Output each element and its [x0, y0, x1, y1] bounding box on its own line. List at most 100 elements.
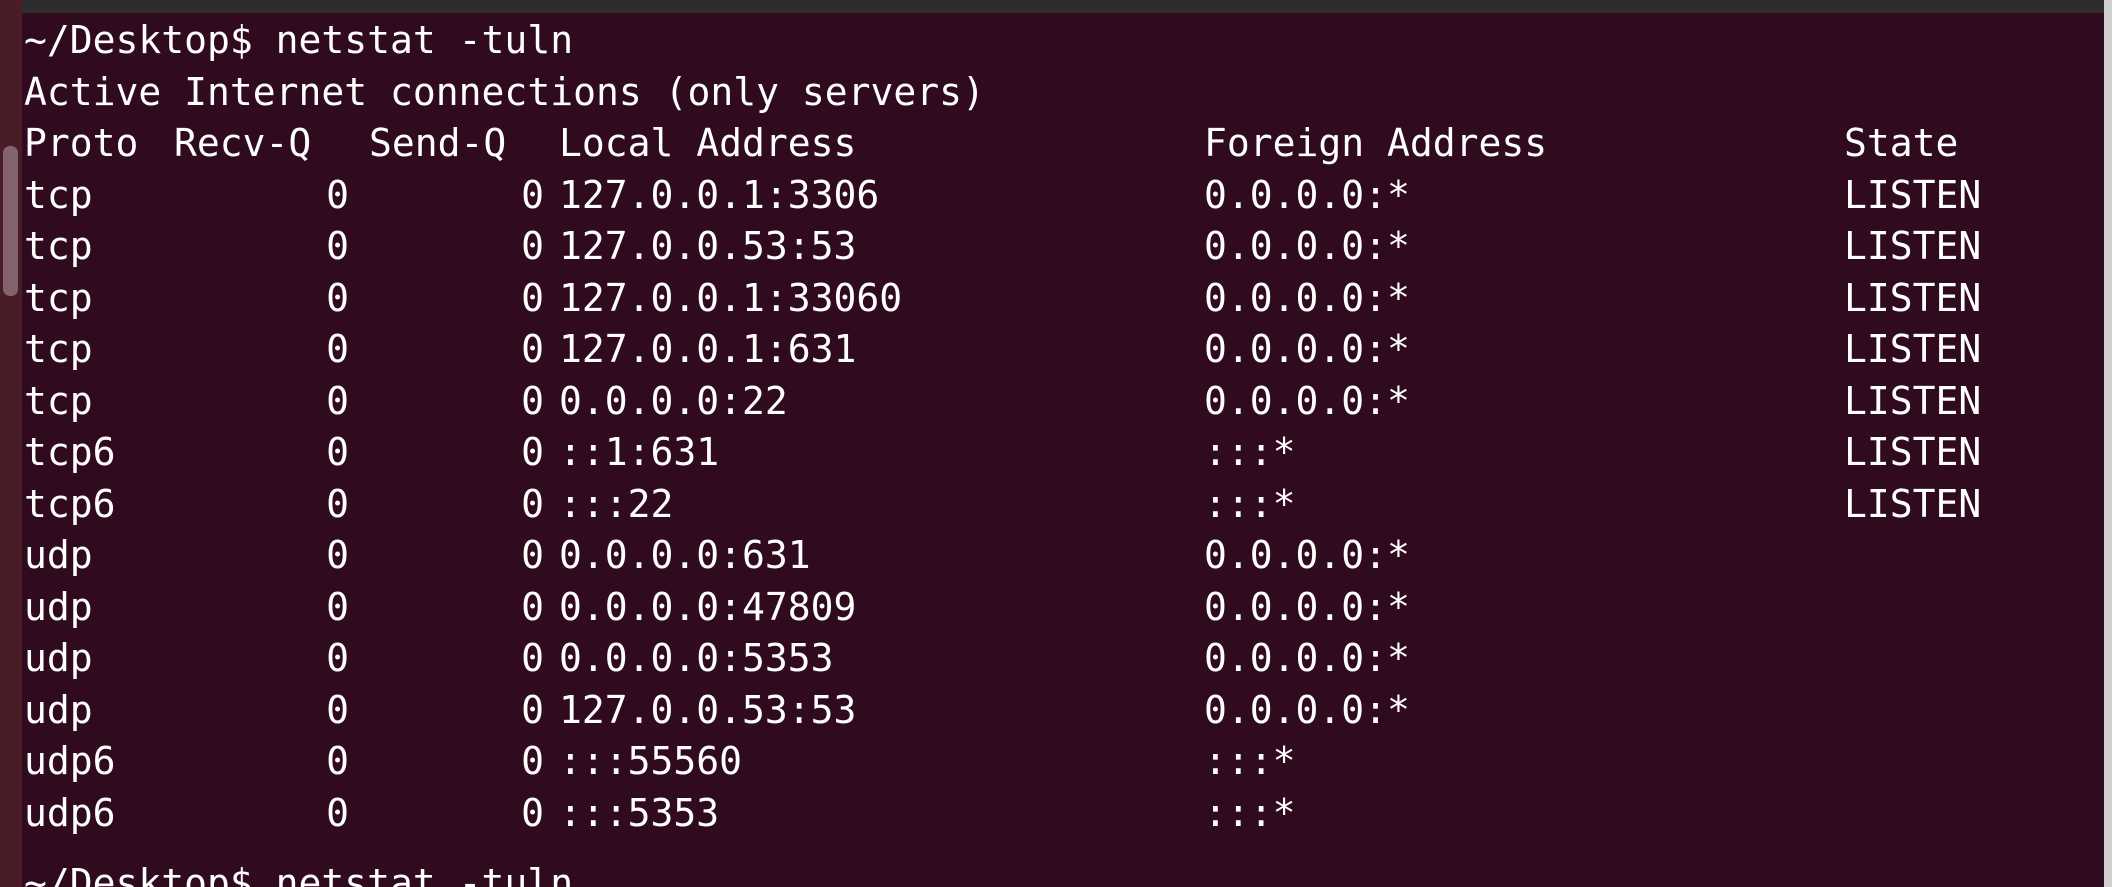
cell-send-q: 0 [521, 739, 544, 783]
table-row: udp 0 0 0.0.0.0:47809 0.0.0.0:* [24, 582, 1410, 634]
table-row: tcp 0 0 0.0.0.0:22 0.0.0.0:* LISTEN [24, 376, 1981, 428]
cell-send-q: 0 [521, 378, 544, 423]
command-prompt-line: ~/Desktop$ netstat -tuln [24, 18, 574, 62]
cell-send-q: 0 [521, 327, 544, 371]
cell-proto: tcp [24, 378, 93, 423]
cell-foreign-address: 0.0.0.0:* [1204, 636, 1410, 680]
cell-local-address: 127.0.0.1:3306 [559, 172, 880, 217]
table-row: tcp 0 0 127.0.0.1:3306 0.0.0.0:* LISTEN [24, 170, 1981, 222]
cell-recv-q: 0 [326, 430, 349, 474]
cell-proto: tcp6 [24, 481, 116, 526]
cell-send-q: 0 [521, 533, 544, 577]
cell-proto: udp6 [24, 790, 116, 835]
cell-proto: tcp [24, 172, 93, 217]
cell-foreign-address: 0.0.0.0:* [1204, 687, 1410, 732]
cell-foreign-address: 0.0.0.0:* [1204, 533, 1410, 577]
cell-local-address: 127.0.0.1:631 [559, 327, 857, 371]
cell-proto: tcp [24, 224, 93, 268]
table-row: udp 0 0 127.0.0.53:53 0.0.0.0:* [24, 685, 1410, 737]
scrollbar-thumb[interactable] [3, 146, 18, 296]
cell-proto: udp [24, 636, 93, 680]
cell-local-address: :::55560 [559, 739, 743, 783]
cell-state: LISTEN [1844, 430, 1982, 474]
cell-local-address: 127.0.0.53:53 [559, 224, 857, 268]
table-row: tcp6 0 0::1:631:::* LISTEN [24, 427, 1981, 479]
cell-proto: udp [24, 584, 93, 629]
table-row: tcp 0 0 127.0.0.1:33060 0.0.0.0:* LISTEN [24, 273, 1981, 325]
cell-recv-q: 0 [326, 224, 349, 268]
cell-send-q: 0 [521, 275, 544, 320]
cell-local-address: ::1:631 [559, 430, 720, 474]
cell-proto: udp [24, 533, 93, 577]
cell-foreign-address: :::* [1204, 739, 1296, 783]
cell-foreign-address: :::* [1204, 481, 1296, 526]
terminal-output-area[interactable]: ~/Desktop$ netstat -tuln Active Internet… [22, 13, 2105, 887]
clipped-next-prompt: ~/Desktop$ netstat -tuln [24, 861, 574, 887]
cell-state: LISTEN [1844, 327, 1982, 371]
cell-recv-q: 0 [326, 790, 349, 835]
cell-foreign-address: :::* [1204, 790, 1296, 835]
cell-foreign-address: 0.0.0.0:* [1204, 378, 1410, 423]
cell-state: LISTEN [1844, 172, 1982, 217]
cell-proto: udp6 [24, 739, 116, 783]
cell-state: LISTEN [1844, 378, 1982, 423]
netstat-rows: tcp 0 0 127.0.0.1:3306 0.0.0.0:* LISTEN tcp 0 0 1… [24, 170, 1981, 840]
cell-foreign-address: 0.0.0.0:* [1204, 224, 1410, 268]
cell-send-q: 0 [521, 790, 544, 835]
header-send-q: Send-Q [369, 121, 507, 165]
cell-proto: tcp [24, 327, 93, 371]
cell-send-q: 0 [521, 687, 544, 732]
cell-recv-q: 0 [326, 636, 349, 680]
cell-recv-q: 0 [326, 481, 349, 526]
cell-foreign-address: :::* [1204, 430, 1296, 474]
cell-send-q: 0 [521, 584, 544, 629]
header-proto: Proto [24, 121, 139, 165]
netstat-banner: Active Internet connections (only server… [24, 69, 985, 114]
cell-send-q: 0 [521, 481, 544, 526]
cell-local-address: 0.0.0.0:22 [559, 378, 788, 423]
table-header-row: Proto Recv-Q Send-Q Local Address Foreig… [24, 118, 1958, 170]
header-recv-q: Recv-Q [174, 121, 312, 165]
cell-local-address: 0.0.0.0:631 [559, 533, 811, 577]
cell-recv-q: 0 [326, 584, 349, 629]
cell-local-address: :::22 [559, 481, 674, 526]
cell-foreign-address: 0.0.0.0:* [1204, 327, 1410, 371]
cell-send-q: 0 [521, 430, 544, 474]
header-state: State [1844, 121, 1959, 165]
cell-foreign-address: 0.0.0.0:* [1204, 584, 1410, 629]
table-row: udp6 0 0:::55560:::* [24, 736, 1296, 788]
cell-proto: udp [24, 687, 93, 732]
cell-local-address: 0.0.0.0:5353 [559, 636, 834, 680]
cell-local-address: :::5353 [559, 790, 720, 835]
cell-state: LISTEN [1844, 224, 1982, 268]
cell-recv-q: 0 [326, 533, 349, 577]
cell-local-address: 127.0.0.1:33060 [559, 275, 903, 320]
cell-send-q: 0 [521, 172, 544, 217]
cell-recv-q: 0 [326, 739, 349, 783]
cell-send-q: 0 [521, 224, 544, 268]
header-foreign-address: Foreign Address [1204, 121, 1548, 165]
table-row: tcp6 0 0:::22:::* LISTEN [24, 479, 1981, 531]
table-row: udp 0 0 0.0.0.0:631 0.0.0.0:* [24, 530, 1410, 582]
header-local-address: Local Address [559, 121, 857, 165]
window-titlebar[interactable] [22, 0, 2105, 13]
cell-proto: tcp6 [24, 430, 116, 474]
table-row: udp 0 0 0.0.0.0:5353 0.0.0.0:* [24, 633, 1410, 685]
cell-send-q: 0 [521, 636, 544, 680]
table-row: tcp 0 0 127.0.0.53:53 0.0.0.0:* LISTEN [24, 221, 1981, 273]
table-row: udp6 0 0:::5353:::* [24, 788, 1296, 840]
terminal-scrollbar[interactable] [0, 0, 22, 887]
cell-proto: tcp [24, 275, 93, 320]
cell-foreign-address: 0.0.0.0:* [1204, 172, 1410, 217]
table-row: tcp 0 0 127.0.0.1:631 0.0.0.0:* LISTEN [24, 324, 1981, 376]
cell-foreign-address: 0.0.0.0:* [1204, 275, 1410, 320]
cell-recv-q: 0 [326, 172, 349, 217]
cell-recv-q: 0 [326, 327, 349, 371]
cell-state: LISTEN [1844, 481, 1982, 526]
cell-recv-q: 0 [326, 378, 349, 423]
cell-local-address: 0.0.0.0:47809 [559, 584, 857, 629]
cell-recv-q: 0 [326, 687, 349, 732]
cell-recv-q: 0 [326, 275, 349, 320]
window-right-frame [2104, 0, 2112, 887]
